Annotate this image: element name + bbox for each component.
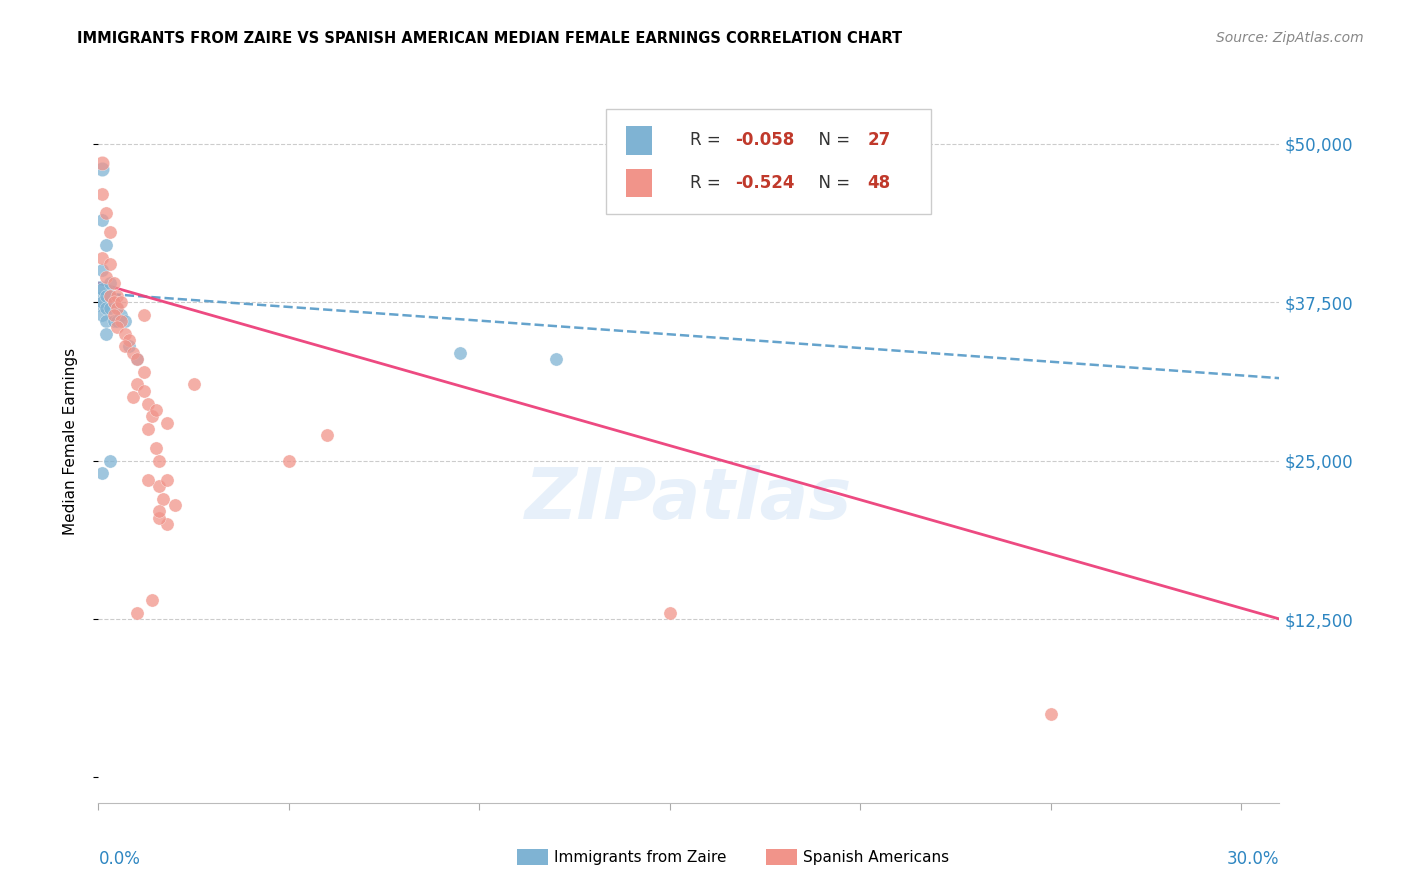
Point: [98, 257, 121, 271]
Point: [125, 352, 148, 367]
Point: [449, 346, 471, 360]
Point: [118, 339, 141, 353]
Point: [156, 416, 179, 430]
Point: [107, 301, 129, 316]
Point: [148, 504, 170, 518]
Text: R =: R =: [690, 174, 725, 192]
Point: [110, 314, 132, 328]
Text: Immigrants from Zaire: Immigrants from Zaire: [554, 850, 727, 864]
Point: [107, 314, 129, 328]
Point: [91, 308, 114, 322]
Point: [114, 339, 136, 353]
Point: [98, 226, 121, 240]
Point: [316, 428, 339, 442]
Point: [94, 301, 117, 316]
Point: [125, 352, 148, 367]
Point: [156, 473, 179, 487]
Point: [107, 320, 129, 334]
Point: [110, 308, 132, 322]
Point: [94, 238, 117, 252]
Text: 30.0%: 30.0%: [1227, 850, 1279, 868]
Point: [98, 453, 121, 467]
Point: [148, 510, 170, 524]
Point: [141, 409, 163, 424]
Text: ZIPatlas: ZIPatlas: [526, 465, 852, 533]
Point: [145, 402, 167, 417]
Point: [103, 295, 125, 310]
Point: [136, 422, 159, 436]
Point: [544, 352, 567, 367]
Text: 0.0%: 0.0%: [98, 850, 141, 868]
Point: [91, 251, 114, 265]
Bar: [626, 169, 652, 197]
Point: [98, 276, 121, 290]
Text: -0.058: -0.058: [735, 131, 794, 149]
Point: [136, 473, 159, 487]
Point: [103, 308, 125, 322]
Point: [134, 365, 156, 379]
Point: [98, 301, 121, 316]
Point: [94, 206, 117, 220]
Point: [118, 333, 141, 347]
Point: [103, 314, 125, 328]
Point: [91, 187, 114, 202]
Point: [121, 390, 143, 404]
Text: -0.524: -0.524: [735, 174, 794, 192]
Y-axis label: Median Female Earnings: Median Female Earnings: [63, 348, 77, 535]
Point: [89, 289, 111, 303]
Point: [1039, 707, 1062, 722]
Point: [163, 498, 186, 512]
Text: Source: ZipAtlas.com: Source: ZipAtlas.com: [1216, 31, 1364, 45]
Point: [107, 289, 129, 303]
Point: [103, 295, 125, 310]
Point: [152, 491, 174, 506]
Point: [110, 295, 132, 310]
Point: [136, 396, 159, 410]
Point: [91, 467, 114, 481]
Point: [94, 314, 117, 328]
Point: [148, 453, 170, 467]
Text: 27: 27: [868, 131, 890, 149]
Text: N =: N =: [808, 131, 856, 149]
Point: [98, 289, 121, 303]
Point: [91, 212, 114, 227]
Point: [91, 295, 114, 310]
FancyBboxPatch shape: [606, 109, 931, 214]
Point: [107, 301, 129, 316]
Point: [114, 326, 136, 341]
Point: [94, 289, 117, 303]
Point: [114, 314, 136, 328]
Point: [125, 377, 148, 392]
Point: [134, 308, 156, 322]
Text: R =: R =: [690, 131, 725, 149]
Bar: [626, 126, 652, 154]
Point: [91, 155, 114, 169]
Text: N =: N =: [808, 174, 856, 192]
Text: IMMIGRANTS FROM ZAIRE VS SPANISH AMERICAN MEDIAN FEMALE EARNINGS CORRELATION CHA: IMMIGRANTS FROM ZAIRE VS SPANISH AMERICA…: [77, 31, 903, 46]
Point: [125, 606, 148, 620]
Point: [277, 453, 299, 467]
Point: [148, 479, 170, 493]
Point: [134, 384, 156, 398]
Point: [91, 263, 114, 277]
Point: [91, 282, 114, 296]
Text: Spanish Americans: Spanish Americans: [803, 850, 949, 864]
Point: [94, 326, 117, 341]
Point: [94, 269, 117, 284]
Point: [141, 593, 163, 607]
Point: [121, 346, 143, 360]
Point: [156, 516, 179, 531]
Point: [145, 441, 167, 455]
Point: [183, 377, 205, 392]
Text: 48: 48: [868, 174, 890, 192]
Point: [103, 276, 125, 290]
Point: [658, 606, 681, 620]
Point: [98, 289, 121, 303]
Point: [91, 161, 114, 176]
